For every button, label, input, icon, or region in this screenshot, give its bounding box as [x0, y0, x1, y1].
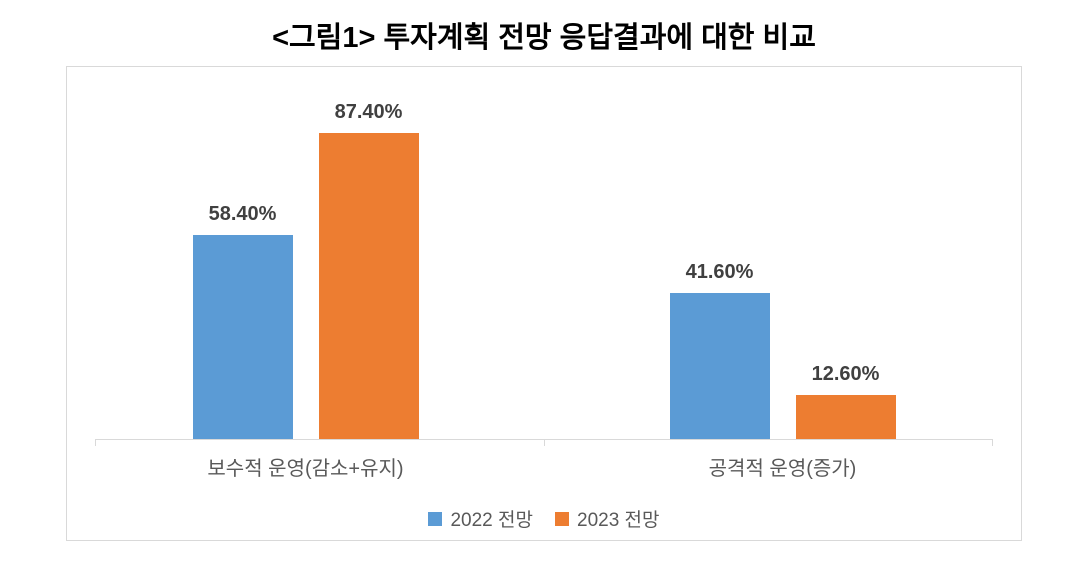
bar-value-label: 87.40%	[334, 101, 403, 124]
bar-value-label: 12.60%	[811, 362, 880, 385]
x-axis-category-label: 보수적 운영(감소+유지)	[207, 458, 404, 480]
bar-group: 41.60% 12.60%	[544, 261, 1021, 439]
bar	[795, 394, 896, 439]
x-axis-tick	[544, 440, 545, 446]
bar-value-label: 58.40%	[208, 202, 277, 225]
x-axis-category-labels: 보수적 운영(감소+유지) 공격적 운영(증가)	[67, 452, 1021, 481]
bar-wrap: 12.60%	[795, 362, 896, 439]
bar	[669, 293, 770, 439]
x-axis-category-label: 공격적 운영(증가)	[708, 458, 857, 480]
legend-label: 2022 전망	[450, 510, 533, 531]
bar-value-label: 41.60%	[685, 261, 754, 284]
x-axis-tick	[992, 440, 993, 446]
bar-wrap: 58.40%	[192, 202, 293, 439]
bar-wrap: 41.60%	[669, 261, 770, 439]
x-axis-line	[95, 439, 993, 446]
legend-label: 2023 전망	[577, 510, 660, 531]
x-axis-tick	[95, 440, 96, 446]
legend: 2022 전망 2023 전망	[67, 505, 1021, 532]
legend-item: 2023 전망	[555, 505, 660, 532]
legend-swatch	[428, 511, 443, 526]
bar	[318, 133, 419, 439]
plot-area: 58.40% 87.40% 41.60% 12.60%	[67, 89, 1021, 439]
bar	[192, 234, 293, 439]
legend-swatch	[555, 511, 569, 526]
chart-title: <그림1> 투자계획 전망 응답결과에 대한 비교	[272, 22, 816, 54]
legend-item: 2022 전망	[428, 505, 533, 532]
chart-frame: 58.40% 87.40% 41.60% 12.60% 보수적 운영(감소+유지) 공격…	[66, 66, 1022, 541]
bar-group: 58.40% 87.40%	[67, 101, 544, 439]
bar-wrap: 87.40%	[318, 101, 419, 439]
